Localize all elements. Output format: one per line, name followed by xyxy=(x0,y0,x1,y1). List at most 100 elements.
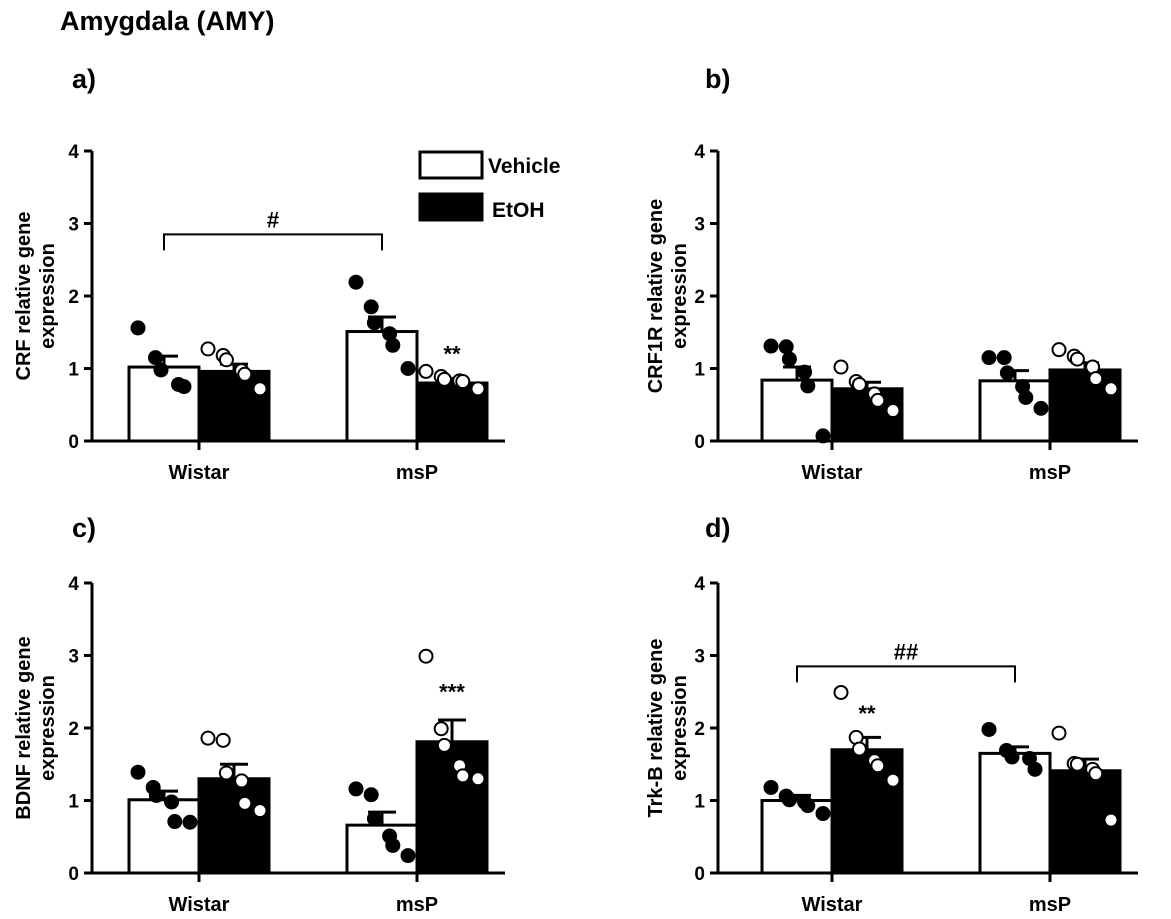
data-point xyxy=(436,737,452,753)
data-point xyxy=(215,732,231,748)
bar-wistar-etoh xyxy=(197,777,271,875)
data-point xyxy=(363,299,379,315)
data-point xyxy=(885,403,901,419)
panel-c: c) BDNF relative gene expression 0 1 2 3 4 Wista… xyxy=(13,513,505,916)
y-tick-label: 4 xyxy=(694,574,705,595)
significance-label: *** xyxy=(439,679,465,704)
y-axis-label-line: CRF1R relative gene xyxy=(645,199,667,394)
y-tick-label: 2 xyxy=(694,719,705,740)
panel-b: b) CRF1R relative gene expression 0 1 2 3 4 Wist… xyxy=(645,64,1138,484)
data-point xyxy=(870,392,886,408)
data-point xyxy=(234,773,250,789)
y-tick-label: 2 xyxy=(68,719,79,740)
legend: Vehicle EtOH xyxy=(418,150,560,222)
data-point xyxy=(148,787,164,803)
data-point xyxy=(176,379,192,395)
data-point xyxy=(1033,400,1049,416)
significance-label: ## xyxy=(894,639,918,664)
y-axis-label-line: expression xyxy=(669,243,691,349)
y-tick-label: 3 xyxy=(694,647,705,668)
data-point xyxy=(130,320,146,336)
data-point xyxy=(400,361,416,376)
data-point xyxy=(1004,749,1020,765)
data-point xyxy=(200,341,216,357)
y-tick-label: 1 xyxy=(68,360,79,381)
data-point xyxy=(164,794,180,810)
data-point xyxy=(348,781,364,797)
data-point xyxy=(363,787,379,803)
figure-title: Amygdala (AMY) xyxy=(60,6,275,36)
y-axis-label-line: expression xyxy=(37,243,59,349)
data-point xyxy=(1088,371,1104,387)
data-point xyxy=(781,351,797,367)
y-tick-label: 4 xyxy=(68,574,79,595)
x-tick-label: msP xyxy=(1029,462,1071,484)
data-point xyxy=(781,792,797,808)
significance-label: # xyxy=(267,207,279,232)
data-point xyxy=(778,339,794,355)
data-point xyxy=(800,378,816,394)
y-tick-label: 1 xyxy=(68,792,79,813)
y-axis-label-line: expression xyxy=(669,675,691,781)
y-tick-label: 0 xyxy=(694,864,705,885)
x-tick-label: msP xyxy=(396,462,438,484)
data-point xyxy=(385,337,401,353)
data-point xyxy=(999,365,1015,381)
data-point xyxy=(1088,766,1104,782)
data-point xyxy=(366,315,382,331)
data-point xyxy=(366,811,382,827)
y-tick-label: 0 xyxy=(694,432,705,453)
data-point xyxy=(763,779,779,795)
legend-vehicle-label: Vehicle xyxy=(488,155,560,178)
significance-label: ** xyxy=(858,701,876,726)
data-point xyxy=(218,765,234,781)
x-tick-label: Wistar xyxy=(169,462,230,484)
data-point xyxy=(418,363,434,379)
data-point xyxy=(815,806,831,822)
data-point xyxy=(470,771,486,787)
significance-label: ** xyxy=(443,342,461,367)
y-tick-label: 1 xyxy=(694,792,705,813)
bar-msp-vehicle xyxy=(345,330,419,443)
data-point xyxy=(1018,390,1034,405)
data-point xyxy=(252,803,268,819)
data-point xyxy=(418,648,434,664)
y-tick-label: 2 xyxy=(694,287,705,308)
data-point xyxy=(153,362,169,378)
x-tick-label: msP xyxy=(1029,894,1071,916)
y-tick-label: 1 xyxy=(694,360,705,381)
y-tick-label: 3 xyxy=(68,647,79,668)
data-point xyxy=(833,359,849,375)
data-point xyxy=(763,338,779,354)
data-point xyxy=(797,364,813,380)
data-point xyxy=(833,684,849,700)
data-point xyxy=(1051,725,1067,741)
data-point xyxy=(130,764,146,780)
x-tick-label: Wistar xyxy=(802,462,863,484)
bar-msp-etoh xyxy=(415,740,489,875)
data-point xyxy=(385,837,401,853)
y-tick-label: 4 xyxy=(68,142,79,163)
data-point xyxy=(885,772,901,788)
y-axis-label-line: CRF relative gene xyxy=(13,212,35,381)
y-tick-label: 0 xyxy=(68,864,79,885)
data-point xyxy=(470,381,486,397)
data-point xyxy=(237,795,253,811)
data-point xyxy=(436,371,452,387)
y-axis-label-line: expression xyxy=(37,675,59,781)
data-point xyxy=(433,721,449,737)
data-point xyxy=(455,768,471,784)
panel-label: c) xyxy=(72,513,96,543)
legend-etoh-label: EtOH xyxy=(492,199,545,222)
data-point xyxy=(1051,342,1067,358)
data-point xyxy=(851,741,867,757)
data-point xyxy=(996,350,1012,366)
data-point xyxy=(237,366,253,382)
legend-vehicle-swatch xyxy=(418,150,484,180)
data-point xyxy=(981,721,997,737)
x-tick-label: Wistar xyxy=(802,894,863,916)
x-tick-label: msP xyxy=(396,894,438,916)
data-point xyxy=(400,848,416,864)
data-point xyxy=(182,814,198,830)
